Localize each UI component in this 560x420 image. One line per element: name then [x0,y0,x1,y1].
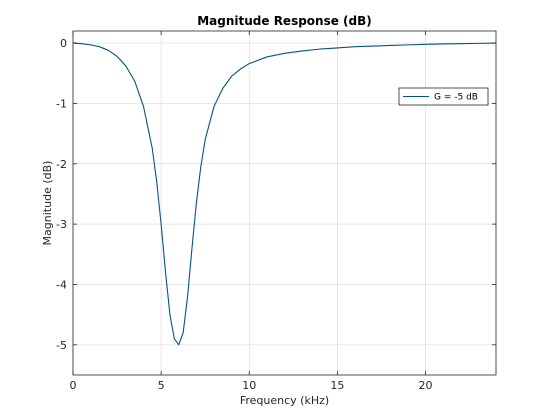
y-tick-label: -5 [56,339,67,352]
series-line [72,42,497,346]
legend-box [398,87,489,106]
legend: G = -5 dB [398,87,489,106]
tick-layer: 0 5 10 15 20 0 -1 -2 -3 -4 -5 [56,31,496,392]
legend-entry-label: G = -5 dB [434,93,478,103]
x-tick-label: 10 [242,379,256,392]
plot-frame [72,30,497,376]
x-axis-label: Frequency (kHz) [240,394,329,407]
plot-area [73,31,496,375]
y-tick-label: -4 [56,278,67,291]
y-tick-label: -3 [56,218,67,231]
x-tick-label: 5 [158,379,165,392]
y-axis-label: Magnitude (dB) [41,161,54,246]
chart-title: Magnitude Response (dB) [197,14,372,28]
x-tick-label: 0 [70,379,77,392]
y-tick-label: 0 [60,37,67,50]
grid-lines [72,31,496,375]
y-tick-label: -1 [56,97,67,110]
x-tick-label: 20 [419,379,433,392]
x-tick-label: 15 [330,379,344,392]
series-layer [72,42,497,346]
y-tick-label: -2 [56,158,67,171]
